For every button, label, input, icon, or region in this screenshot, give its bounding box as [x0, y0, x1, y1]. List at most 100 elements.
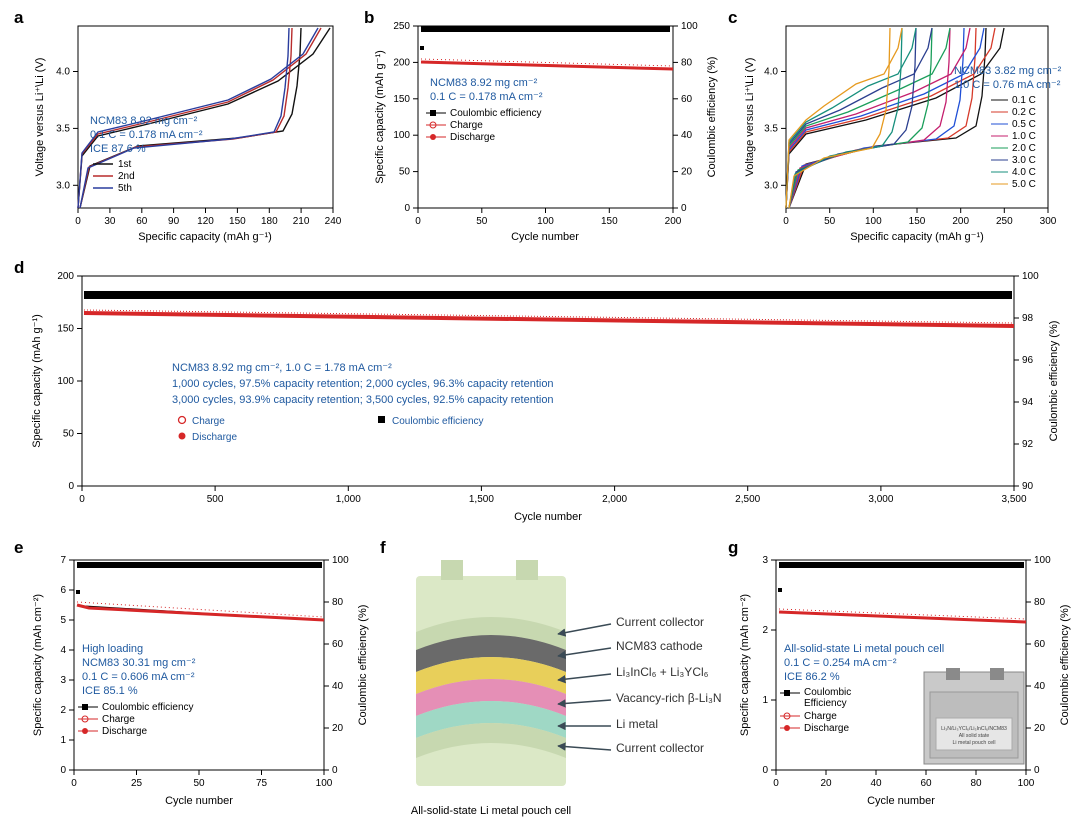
svg-text:Specific capacity (mAh g⁻¹): Specific capacity (mAh g⁻¹): [374, 50, 386, 184]
svg-text:0: 0: [762, 765, 768, 776]
svg-text:1,000 cycles, 97.5% capacity r: 1,000 cycles, 97.5% capacity retention; …: [172, 378, 554, 390]
svg-text:1.0 C: 1.0 C: [1012, 131, 1036, 142]
svg-text:NCM83 3.82 mg cm⁻²: NCM83 3.82 mg cm⁻²: [954, 65, 1062, 77]
svg-text:2.0 C: 2.0 C: [1012, 143, 1036, 154]
svg-text:75: 75: [256, 778, 268, 789]
svg-text:4: 4: [60, 645, 66, 656]
svg-text:Charge: Charge: [450, 120, 483, 131]
label-d: d: [14, 258, 24, 278]
svg-text:200: 200: [393, 57, 410, 68]
svg-text:ICE 85.1 %: ICE 85.1 %: [82, 685, 138, 697]
label-f: f: [380, 538, 386, 558]
svg-text:90: 90: [1022, 481, 1034, 492]
svg-text:Specific capacity (mAh cm⁻²): Specific capacity (mAh cm⁻²): [739, 594, 751, 736]
panel-c: 0 50 100 150 200 250 300 3.0 3.5 4.0 Spe…: [738, 18, 1072, 248]
svg-text:50: 50: [399, 167, 411, 178]
svg-text:40: 40: [332, 681, 344, 692]
svg-text:0: 0: [773, 778, 779, 789]
svg-text:150: 150: [909, 216, 926, 227]
svg-text:50: 50: [476, 216, 488, 227]
svg-text:80: 80: [970, 778, 982, 789]
svg-text:Coulombic: Coulombic: [804, 687, 851, 698]
svg-text:3.0 C: 3.0 C: [1012, 155, 1036, 166]
svg-text:0: 0: [332, 765, 338, 776]
svg-text:80: 80: [681, 57, 693, 68]
svg-text:Coulombic efficiency: Coulombic efficiency: [450, 108, 542, 119]
svg-text:1st: 1st: [118, 159, 132, 170]
svg-text:NCM83 8.92 mg cm⁻², 1.0 C = 1.: NCM83 8.92 mg cm⁻², 1.0 C = 1.78 mA cm⁻²: [172, 362, 392, 374]
svg-text:2nd: 2nd: [118, 171, 135, 182]
svg-text:0.5 C: 0.5 C: [1012, 119, 1036, 130]
svg-text:5th: 5th: [118, 183, 132, 194]
svg-text:200: 200: [952, 216, 969, 227]
svg-text:6: 6: [60, 585, 66, 596]
svg-text:0: 0: [68, 481, 74, 492]
svg-text:Specific capacity (mAh g⁻¹): Specific capacity (mAh g⁻¹): [31, 314, 43, 448]
svg-text:3,000 cycles, 93.9% capacity r: 3,000 cycles, 93.9% capacity retention; …: [172, 394, 554, 406]
svg-text:Coulombic efficiency: Coulombic efficiency: [392, 416, 484, 427]
svg-text:Voltage versus Li⁺\Li (V): Voltage versus Li⁺\Li (V): [744, 58, 756, 177]
svg-text:60: 60: [332, 639, 344, 650]
svg-text:150: 150: [393, 94, 410, 105]
panel-a: 0 30 60 90 120 150 180 210 240 3.0 3.5 4…: [28, 18, 358, 248]
svg-text:1,500: 1,500: [469, 494, 494, 505]
svg-text:150: 150: [57, 324, 74, 335]
svg-text:0.1 C = 0.178 mA cm⁻²: 0.1 C = 0.178 mA cm⁻²: [430, 91, 543, 103]
svg-text:1,000: 1,000: [336, 494, 361, 505]
svg-text:0.1 C = 0.178 mA cm⁻²: 0.1 C = 0.178 mA cm⁻²: [90, 129, 203, 141]
svg-text:0: 0: [415, 216, 421, 227]
svg-text:Li₃InCl₆ + Li₃YCl₆: Li₃InCl₆ + Li₃YCl₆: [616, 665, 709, 679]
svg-text:60: 60: [920, 778, 932, 789]
svg-text:All solid state: All solid state: [959, 733, 990, 739]
svg-text:0.2 C: 0.2 C: [1012, 107, 1036, 118]
svg-text:Charge: Charge: [804, 711, 837, 722]
svg-text:60: 60: [136, 216, 148, 227]
svg-text:200: 200: [665, 216, 682, 227]
svg-text:0: 0: [60, 765, 66, 776]
svg-text:3: 3: [762, 555, 768, 566]
svg-text:80: 80: [332, 597, 344, 608]
panel-f: Current collector NCM83 cathode Li₃InCl₆…: [386, 546, 726, 826]
svg-text:50: 50: [824, 216, 836, 227]
svg-text:0: 0: [71, 778, 77, 789]
svg-text:2,500: 2,500: [735, 494, 760, 505]
svg-text:150: 150: [229, 216, 246, 227]
svg-text:Charge: Charge: [192, 416, 225, 427]
svg-text:3.0: 3.0: [56, 180, 70, 191]
svg-text:180: 180: [261, 216, 278, 227]
svg-text:100: 100: [681, 21, 698, 32]
figure: a b c d e f g 0 30 60 90 120 150 180 210…: [8, 8, 1072, 832]
svg-text:100: 100: [316, 778, 333, 789]
svg-text:98: 98: [1022, 313, 1034, 324]
svg-text:Discharge: Discharge: [450, 132, 495, 143]
svg-text:Li metal: Li metal: [616, 717, 658, 731]
label-a: a: [14, 8, 23, 28]
svg-text:Cycle number: Cycle number: [165, 795, 233, 807]
svg-text:1.0 C = 0.76 mA cm⁻²: 1.0 C = 0.76 mA cm⁻²: [954, 79, 1061, 91]
panel-d-svg: 0 500 1,000 1,500 2,000 2,500 3,000 3,50…: [24, 266, 1072, 528]
svg-text:40: 40: [1034, 681, 1046, 692]
svg-text:Li metal pouch cell: Li metal pouch cell: [953, 740, 996, 746]
svg-text:5: 5: [60, 615, 66, 626]
svg-text:100: 100: [393, 130, 410, 141]
svg-text:2,000: 2,000: [602, 494, 627, 505]
svg-text:60: 60: [681, 94, 693, 105]
svg-text:0: 0: [79, 494, 85, 505]
svg-text:50: 50: [63, 429, 75, 440]
svg-text:250: 250: [393, 21, 410, 32]
svg-text:Discharge: Discharge: [804, 723, 849, 734]
svg-text:ICE 87.6 %: ICE 87.6 %: [90, 143, 146, 155]
svg-text:4.0 C: 4.0 C: [1012, 167, 1036, 178]
svg-text:30: 30: [104, 216, 116, 227]
svg-text:ICE 86.2 %: ICE 86.2 %: [784, 671, 840, 683]
svg-text:200: 200: [57, 271, 74, 282]
svg-text:Coulombic efficiency (%): Coulombic efficiency (%): [1059, 605, 1071, 726]
label-e: e: [14, 538, 23, 558]
panel-a-ylabel: Voltage versus Li⁺\Li (V): [34, 58, 46, 177]
svg-text:80: 80: [1034, 597, 1046, 608]
svg-text:0: 0: [75, 216, 81, 227]
svg-text:NCM83 8.92 mg cm⁻²: NCM83 8.92 mg cm⁻²: [90, 115, 198, 127]
svg-text:Coulombic efficiency (%): Coulombic efficiency (%): [1048, 321, 1060, 442]
svg-text:All-solid-state Li metal pouch: All-solid-state Li metal pouch cell: [784, 643, 944, 655]
svg-text:Charge: Charge: [102, 714, 135, 725]
